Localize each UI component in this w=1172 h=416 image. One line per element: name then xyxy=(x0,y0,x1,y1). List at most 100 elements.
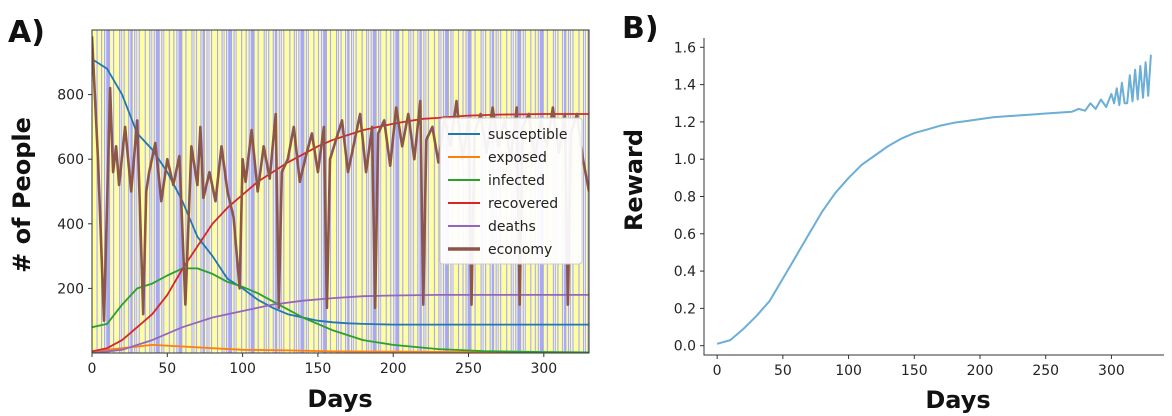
band-open xyxy=(218,30,222,353)
y-tick-label: 0.6 xyxy=(674,227,696,243)
y-tick-label: 0.2 xyxy=(674,301,696,317)
panel-b-ticks: 0 50 100 150 200 250 300 0.0 0.2 0.4 0.6 0.8 1.0 1.2 1… xyxy=(674,40,1125,379)
band-open xyxy=(403,30,409,353)
band-gap xyxy=(120,30,122,353)
band-open xyxy=(349,30,352,353)
legend-label-economy: economy xyxy=(488,242,552,258)
band-gap xyxy=(352,30,354,353)
band-gap xyxy=(273,30,275,353)
x-tick-label: 0 xyxy=(713,363,722,379)
panel-a-ticks: 0 50 100 150 200 250 300 200 400 600 800 xyxy=(57,88,557,377)
panel-a-ylabel: # of People xyxy=(8,117,36,273)
band-open xyxy=(308,30,314,353)
legend: susceptible exposed infected recovered death… xyxy=(439,117,583,265)
x-tick-label: 250 xyxy=(1032,363,1059,379)
panel-b-series xyxy=(716,54,1152,345)
band-open xyxy=(122,30,124,353)
band-gap xyxy=(583,30,586,353)
band-open xyxy=(435,30,439,353)
band-open xyxy=(381,30,386,353)
panel-b-xlabel: Days xyxy=(925,386,990,414)
x-tick-label: 250 xyxy=(455,361,482,377)
band-gap xyxy=(409,30,411,353)
band-open xyxy=(92,30,97,353)
band-gap xyxy=(299,30,301,353)
band-open xyxy=(414,30,418,353)
band-gap xyxy=(154,30,156,353)
band-open xyxy=(182,30,186,353)
band-gap xyxy=(306,30,309,353)
band-open xyxy=(266,30,269,353)
band-open xyxy=(236,30,242,353)
band-open xyxy=(391,30,394,353)
band-gap xyxy=(105,30,107,353)
band-open xyxy=(338,30,341,353)
x-tick-label: 200 xyxy=(967,363,994,379)
x-tick-label: 100 xyxy=(835,363,862,379)
band-open xyxy=(197,30,201,353)
band-open xyxy=(174,30,177,353)
legend-box xyxy=(439,117,583,265)
band-open xyxy=(152,30,154,353)
band-open xyxy=(164,30,169,353)
panel-b-ylabel: Reward xyxy=(620,129,648,231)
x-tick-label: 150 xyxy=(305,361,332,377)
x-tick-label: 50 xyxy=(774,363,792,379)
x-tick-label: 300 xyxy=(530,361,557,377)
band-gap xyxy=(346,30,348,353)
y-tick-label: 1.6 xyxy=(674,40,696,56)
band-open xyxy=(254,30,258,353)
band-open xyxy=(269,30,273,353)
band-open xyxy=(357,30,362,353)
band-gap xyxy=(129,30,131,353)
band-open xyxy=(137,30,139,353)
band-open xyxy=(259,30,264,353)
y-tick-label: 0.4 xyxy=(674,264,696,280)
band-open xyxy=(429,30,434,353)
band-open xyxy=(426,30,428,353)
band-gap xyxy=(394,30,396,353)
band-open xyxy=(102,30,105,353)
band-gap xyxy=(321,30,324,353)
y-tick-label: 1.4 xyxy=(674,78,696,94)
band-gap xyxy=(150,30,152,353)
band-open xyxy=(284,30,290,353)
band-open xyxy=(194,30,196,353)
band-gap xyxy=(336,30,339,353)
band-open xyxy=(304,30,306,353)
x-tick-label: 100 xyxy=(229,361,256,377)
legend-label-exposed: exposed xyxy=(488,150,547,166)
band-open xyxy=(585,30,588,353)
series-deaths xyxy=(92,293,589,353)
x-tick-label: 50 xyxy=(158,361,176,377)
band-open xyxy=(363,30,367,353)
band-open xyxy=(247,30,249,353)
band-open xyxy=(224,30,227,353)
band-open xyxy=(342,30,346,353)
band-open xyxy=(242,30,246,353)
band-open xyxy=(290,30,294,353)
band-open xyxy=(314,30,318,353)
band-open xyxy=(125,30,129,353)
band-gap xyxy=(207,30,209,353)
band-gap xyxy=(234,30,236,353)
band-open xyxy=(170,30,174,353)
band-open xyxy=(296,30,299,353)
band-gap xyxy=(249,30,251,353)
band-open xyxy=(399,30,403,353)
band-open xyxy=(411,30,413,353)
panel-b-label: B) xyxy=(622,11,659,46)
band-open xyxy=(369,30,371,353)
band-gap xyxy=(192,30,194,353)
y-tick-label: 200 xyxy=(57,281,84,297)
band-gap xyxy=(418,30,420,353)
x-tick-label: 300 xyxy=(1098,363,1125,379)
y-tick-label: 0.8 xyxy=(674,190,696,206)
panel-b-chart: 0 50 100 150 200 250 300 0.0 0.2 0.4 0.6 0.8 1.0 1.2 1… xyxy=(620,38,1164,414)
series-reward xyxy=(716,54,1152,345)
y-tick-label: 1.0 xyxy=(674,152,696,168)
band-open xyxy=(209,30,211,353)
legend-label-susceptible: susceptible xyxy=(488,127,567,143)
legend-label-infected: infected xyxy=(488,173,545,189)
x-tick-label: 0 xyxy=(88,361,97,377)
